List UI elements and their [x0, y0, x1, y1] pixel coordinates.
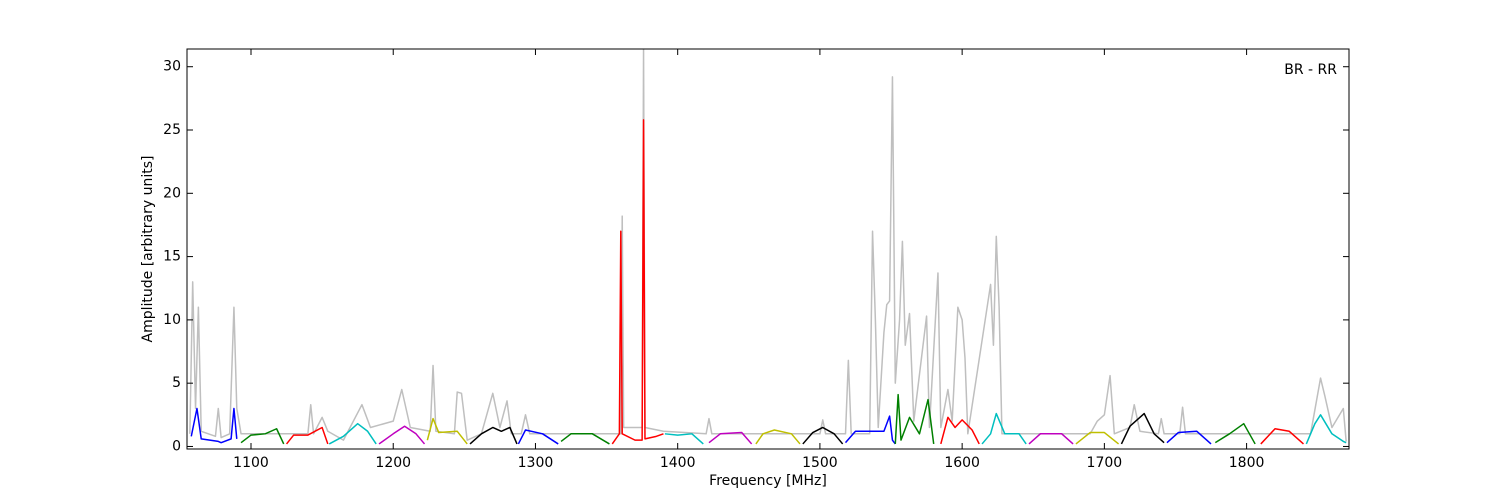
- x-axis-label: Frequency [MHz]: [709, 473, 827, 489]
- spectrum-line: [426, 417, 468, 445]
- spectrum-line: [190, 407, 238, 444]
- y-tick-label: 20: [163, 185, 181, 201]
- spectrum-line: [240, 428, 285, 445]
- x-tick-label: 1500: [802, 455, 838, 471]
- spectrum-line: [1075, 431, 1120, 445]
- y-tick-label: 5: [172, 375, 181, 391]
- spectrum-line: [1260, 428, 1304, 445]
- spectrum-line: [328, 422, 377, 445]
- x-tick-label: 1300: [518, 455, 554, 471]
- spectrum-line: [517, 429, 559, 445]
- y-tick-label: 10: [163, 312, 181, 328]
- spectrum-line: [802, 426, 844, 445]
- spectrum-line: [469, 426, 518, 445]
- spectrum-line: [560, 433, 610, 445]
- y-tick-label: 15: [163, 249, 181, 265]
- y-axis-label: Amplitude [arbitrary units]: [140, 156, 156, 343]
- annotation: BR - RR: [1284, 62, 1337, 78]
- spectrum-line: [844, 415, 896, 445]
- spectrum-line: [664, 433, 704, 445]
- y-tick-label: 25: [163, 122, 181, 138]
- x-tick-label: 1700: [1087, 455, 1123, 471]
- spectrum-line: [708, 431, 753, 445]
- x-tick-label: 1600: [944, 455, 980, 471]
- spectrum-line: [940, 416, 980, 445]
- spectrum-line: [1028, 433, 1074, 445]
- x-tick-label: 1100: [233, 455, 269, 471]
- spectrum-line: [755, 429, 801, 445]
- spectrum-line: [1305, 414, 1347, 445]
- y-tick-label: 30: [163, 59, 181, 75]
- x-tick-label: 1400: [660, 455, 696, 471]
- plot-frame: [186, 48, 1350, 450]
- x-tick-label: 1800: [1229, 455, 1265, 471]
- y-tick-label: 0: [172, 438, 181, 454]
- spectrum-line: [285, 426, 329, 445]
- spectrum-line: [1166, 430, 1212, 445]
- spectrum-line: [611, 119, 664, 445]
- spectrum-line: [189, 49, 1347, 442]
- spectrum-line: [1214, 422, 1256, 445]
- spectrum-line: [378, 425, 426, 445]
- plot-area: [189, 49, 1347, 445]
- spectrum-line: [1120, 412, 1165, 445]
- x-tick-label: 1200: [375, 455, 411, 471]
- spectrum-line: [894, 393, 935, 445]
- spectrum-line: [981, 412, 1027, 445]
